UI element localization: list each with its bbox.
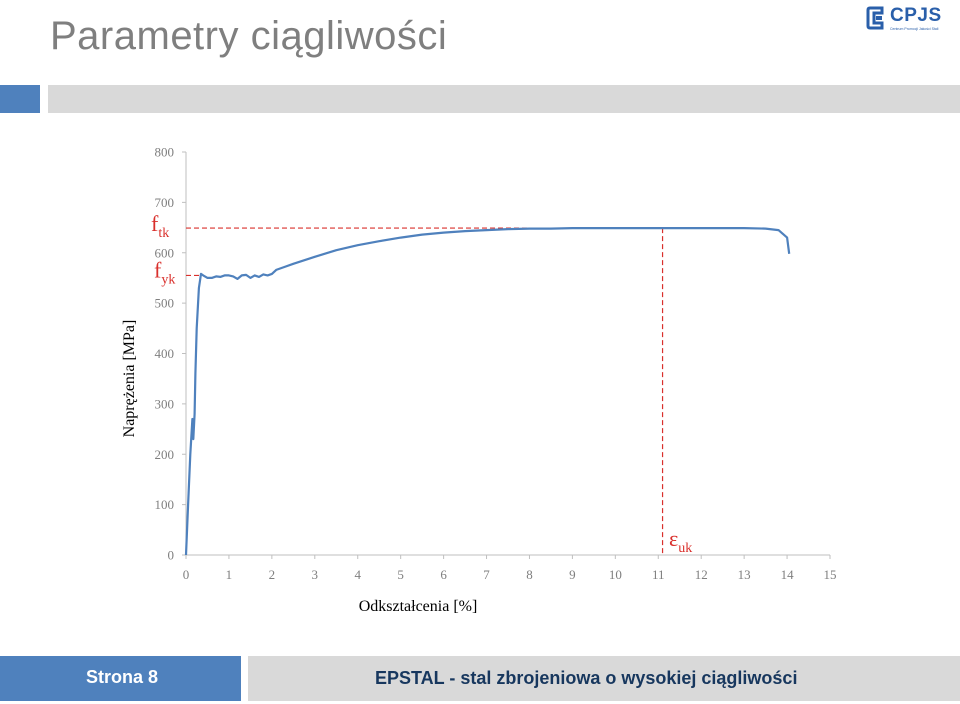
fyk-label: fyk [154,257,175,287]
x-tick-label: 8 [526,567,533,582]
chart-labels: Odkształcenia [%]Naprężenia [MPa]ftkfykε… [121,211,692,615]
x-tick-label: 9 [569,567,576,582]
x-tick-label: 2 [269,567,276,582]
fyk-label-subscript: yk [161,272,175,287]
x-tick-label: 0 [183,567,190,582]
logo-tagline: Centrum Promocji Jakości Stali [890,27,939,31]
fyk-label-symbol: f [154,257,162,282]
ftk-label-symbol: f [151,211,159,236]
header-accent-block [0,85,40,113]
y-tick-label: 700 [155,195,175,210]
ftk-label: ftk [151,211,169,241]
footer-caption: EPSTAL - stal zbrojeniowa o wysokiej cią… [375,668,798,688]
x-tick-label: 3 [312,567,319,582]
x-tick-label: 15 [824,567,837,582]
y-tick-label: 800 [155,145,175,160]
footer-page-block: Strona 8 [0,656,241,701]
x-tick-label: 1 [226,567,233,582]
euk-label-symbol: ε [669,526,678,551]
slide-title: Parametry ciągliwości [50,14,448,58]
header-band [48,85,960,113]
x-axis-label: Odkształcenia [%] [359,598,478,615]
y-tick-label: 200 [155,447,175,462]
y-tick-label: 600 [155,245,175,260]
reference-lines [186,227,664,555]
x-tick-label: 13 [738,567,751,582]
x-tick-label: 6 [440,567,447,582]
y-tick-label: 300 [155,396,175,411]
x-tick-label: 4 [354,567,361,582]
footer-caption-block: EPSTAL - stal zbrojeniowa o wysokiej cią… [248,656,960,701]
chart-axes [185,152,830,556]
x-tick-label: 14 [781,567,795,582]
cpjs-logo-icon [866,6,884,30]
y-axis-label: Naprężenia [MPa] [121,320,138,438]
cpjs-logo: CPJS Centrum Promocji Jakości Stali [866,5,956,36]
x-tick-label: 11 [652,567,665,582]
logo-wordmark: CPJS [890,5,942,26]
x-tick-label: 5 [397,567,404,582]
stress-strain-curve [184,227,791,556]
chart-series [184,227,791,556]
y-tick-label: 500 [155,296,175,311]
y-tick-label: 100 [155,497,175,512]
euk-label: εuk [669,526,692,556]
x-tick-label: 12 [695,567,708,582]
ftk-label-subscript: tk [158,226,169,241]
euk-label-subscript: uk [678,541,692,556]
x-tick-label: 10 [609,567,622,582]
x-tick-label: 7 [483,567,490,582]
y-tick-label: 400 [155,346,175,361]
page-number: Strona 8 [85,667,158,687]
y-tick-label: 0 [168,548,175,563]
